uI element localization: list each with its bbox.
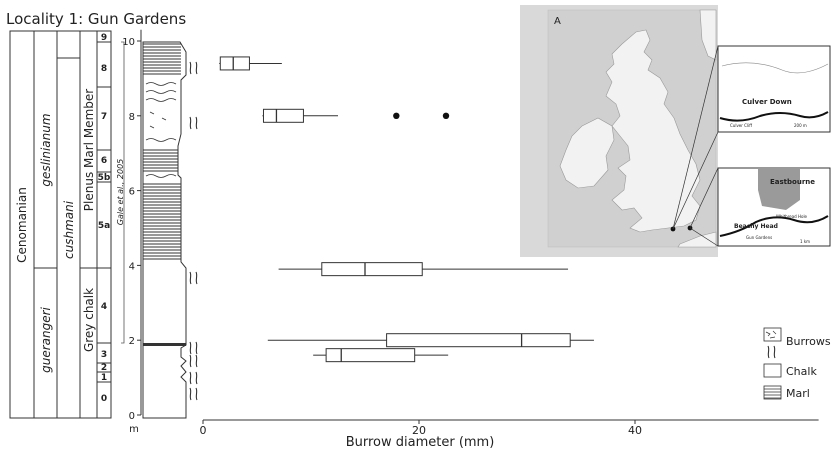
- x-tick-label: 0: [200, 424, 207, 437]
- bed-9: 9: [101, 33, 107, 43]
- inset-culver-coast: [719, 111, 829, 122]
- inset-eastbourne-label: Eastbourne: [770, 178, 815, 186]
- y-tick-label: 0: [129, 411, 135, 422]
- legend-chalk-swatch: [763, 363, 782, 378]
- inset-culver-sub: Culver Cliff: [730, 123, 752, 128]
- member-label-grey-chalk: Grey chalk: [82, 288, 96, 352]
- y-tick-label: 8: [129, 112, 135, 123]
- bed-0: 0: [101, 394, 107, 404]
- box: [325, 348, 416, 363]
- bed-7: 7: [101, 112, 107, 122]
- marl-bands: [143, 43, 186, 346]
- outlier-point: [442, 112, 450, 120]
- stage-label: Cenomanian: [15, 187, 29, 263]
- citation: Gale et al., 2005: [116, 159, 125, 226]
- subzone-label: cushmani: [62, 200, 76, 259]
- map-leader-line-1: [672, 45, 719, 230]
- inset-culver-label: Culver Down: [742, 98, 792, 106]
- box: [321, 262, 423, 277]
- location-map: A Culver Down Culver Cliff 200 m Eastbou…: [520, 5, 831, 257]
- burrow-icon: [189, 354, 198, 368]
- map-landmass-ireland: [559, 117, 615, 189]
- y-tick-label: 2: [129, 336, 135, 347]
- burrow-icon: [189, 116, 198, 130]
- legend: Burrows Chalk Marl: [763, 327, 831, 400]
- map-landmass-france: [677, 231, 717, 248]
- y-tick-label: 6: [129, 187, 135, 198]
- map-leader-line-2: [672, 131, 719, 230]
- bed-numbers: 9 8 7 6 5b 5a 4 3 2 1 0: [98, 33, 111, 404]
- box: [219, 56, 250, 71]
- box: [386, 333, 571, 348]
- marl-thin-band: [143, 343, 186, 346]
- map-leader-line-4: [689, 227, 719, 247]
- box: [262, 108, 304, 123]
- inset-culver: [717, 45, 831, 133]
- burrow-icon: [189, 61, 198, 75]
- bed-4: 4: [101, 302, 107, 312]
- inset-eastbourne-coast: [719, 215, 829, 237]
- strat-columns: [9, 30, 112, 419]
- bed-lines: [97, 41, 111, 383]
- inset-culver-road: [721, 62, 829, 74]
- x-tick-label: 20: [412, 424, 426, 437]
- bed-5b: 5b: [98, 173, 111, 183]
- boxplot-3: [278, 262, 569, 277]
- lithology-log: [142, 41, 187, 419]
- bed-8: 8: [101, 64, 107, 74]
- y-axis-unit: m: [129, 424, 139, 435]
- x-axis: 0 20 40: [200, 419, 819, 437]
- legend-burrow-swatch: [763, 327, 782, 342]
- legend-marl-swatch: [763, 385, 782, 400]
- map-landmass-britain: [605, 29, 701, 233]
- x-axis-title: Burrow diameter (mm): [346, 435, 495, 450]
- boxplot-1: [219, 56, 282, 71]
- burrow-icons: [189, 61, 198, 401]
- zone-label-upper: geslinianum: [39, 113, 53, 186]
- inset-eastbourne-town: [758, 168, 800, 210]
- inset-whitbread-label: Whitbread Hole: [776, 214, 808, 219]
- bed-1: 1: [101, 373, 107, 383]
- member-label-plenus: Plenus Marl Member: [82, 89, 96, 211]
- boxplots: [219, 56, 594, 363]
- bed-3: 3: [101, 350, 107, 360]
- burrow-icon: [189, 387, 198, 401]
- inset-gun-gardens-label: Gun Gardens: [746, 235, 772, 240]
- y-tick-label: 4: [129, 261, 135, 272]
- legend-marl-label: Marl: [786, 387, 810, 400]
- burrow-icon: [189, 341, 198, 355]
- burrow-pattern: [145, 82, 177, 178]
- y-axis: 0 2 4 6 8 10: [122, 29, 142, 422]
- bed-2: 2: [101, 363, 107, 373]
- bed-5a: 5a: [98, 221, 110, 231]
- burrow-icon: [189, 271, 198, 285]
- bed-6: 6: [101, 156, 107, 166]
- legend-burrows-label: Burrows: [786, 335, 831, 348]
- x-tick-label: 40: [628, 424, 642, 437]
- zone-label-lower: guerangeri: [39, 306, 53, 372]
- inset-beachy-head-label: Beachy Head: [734, 223, 778, 230]
- figure-title: Locality 1: Gun Gardens: [6, 10, 186, 28]
- map-leader-line-3: [689, 167, 719, 229]
- boxplot-5: [313, 348, 449, 363]
- boxplot-2: [262, 108, 450, 123]
- map-landmass-scandinavia: [699, 9, 717, 61]
- y-tick-label: 10: [122, 37, 135, 48]
- citation-bracket: [121, 41, 125, 344]
- outlier-point: [393, 112, 400, 120]
- inset-culver-scale: 200 m: [794, 123, 807, 128]
- map-panel-label: A: [554, 16, 561, 27]
- burrow-icon: [189, 371, 198, 385]
- legend-burrow-icon: [767, 345, 776, 359]
- legend-chalk-label: Chalk: [786, 365, 817, 378]
- inset-eastbourne-scale: 1 km: [800, 239, 810, 244]
- boxplot-4: [267, 333, 594, 348]
